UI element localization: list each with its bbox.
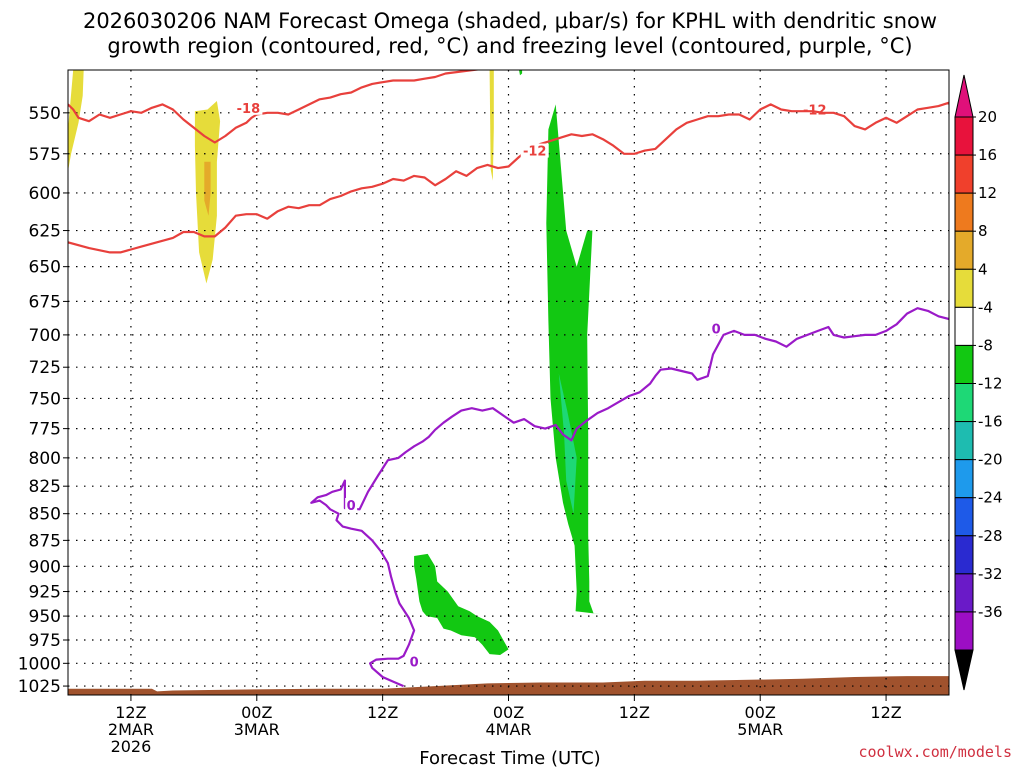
colorbar-label: 4	[978, 260, 988, 278]
colorbar-label: -12	[978, 375, 1003, 393]
y-tick-label: 825	[29, 477, 61, 497]
y-tick-label: 775	[29, 420, 61, 440]
pressure-axis: 550 575 600 625 650 675 700 725 750 775 800 825 850 8…	[18, 104, 68, 697]
omega-region-7	[414, 553, 509, 655]
dotted-grid	[68, 70, 949, 695]
x-tick-label: 3MAR	[234, 720, 280, 739]
omega-region-2	[204, 161, 211, 216]
x-tick-label: 00Z	[745, 703, 776, 722]
x-tick-label: 2MAR	[108, 720, 154, 739]
chart-title-line-2: growth region (contoured, red, °C) and f…	[107, 34, 912, 58]
colorbar-swatch	[954, 306, 974, 346]
x-tick-label: 12Z	[619, 703, 650, 722]
y-tick-label: 850	[29, 505, 61, 525]
colorbar-swatch	[954, 268, 974, 308]
y-tick-label: 600	[29, 184, 61, 204]
colorbar-swatch	[954, 116, 974, 156]
colorbar-swatch	[954, 344, 974, 384]
colorbar-label: -36	[978, 603, 1003, 621]
x-tick-label: 00Z	[241, 703, 272, 722]
colorbar-label: -4	[978, 298, 993, 316]
colorbar-bottom-arrow	[954, 649, 974, 691]
omega-shading	[68, 70, 601, 655]
colorbar-swatch	[954, 383, 974, 423]
colorbar-swatch	[954, 192, 974, 232]
colorbar-swatch	[954, 535, 974, 575]
contour-label-bg	[345, 497, 358, 512]
omega-region-3	[489, 70, 494, 181]
y-tick-label: 725	[29, 358, 61, 378]
x-tick-label: 12Z	[367, 703, 398, 722]
contour-label: -18	[237, 102, 261, 117]
y-tick-label: 950	[29, 607, 61, 627]
colorbar-swatch	[954, 230, 974, 270]
contour-label-bg	[234, 100, 263, 115]
contour-label-bg	[520, 143, 549, 158]
contour-line-2	[310, 307, 949, 688]
contour-label: 0	[347, 499, 356, 514]
colorbar: 20 16 12 8 4 -4 -8 -12 -16 -20 -24 -28 -32 -36	[954, 74, 1003, 691]
colorbar-label: -16	[978, 413, 1003, 431]
contour-label-bg	[408, 654, 421, 669]
colorbar-top-arrow	[954, 74, 974, 118]
chart-title-line-1: 2026030206 NAM Forecast Omega (shaded, μ…	[83, 9, 937, 33]
x-tick-label: 00Z	[493, 703, 524, 722]
y-tick-label: 1025	[18, 677, 61, 697]
contour-label: -12	[523, 145, 547, 160]
y-tick-label: 575	[29, 145, 61, 165]
contour-label-bg	[710, 321, 723, 336]
y-tick-label: 975	[29, 631, 61, 651]
colorbar-label: -32	[978, 565, 1003, 583]
omega-region-4	[519, 70, 523, 76]
x-tick-label: 4MAR	[485, 720, 531, 739]
colorbar-label: 20	[978, 108, 997, 126]
colorbar-label: 12	[978, 184, 997, 202]
x-tick-label: 12Z	[115, 703, 146, 722]
y-tick-label: 650	[29, 258, 61, 278]
x-tick-label: 12Z	[870, 703, 901, 722]
y-tick-label: 900	[29, 557, 61, 577]
colorbar-label: 16	[978, 146, 997, 164]
colorbar-label: 8	[978, 222, 988, 240]
contour-line-0	[68, 70, 483, 144]
colorbar-label: -8	[978, 336, 993, 354]
colorbar-swatch	[954, 459, 974, 499]
x-tick-label: 5MAR	[737, 720, 783, 739]
omega-region-6	[558, 373, 577, 514]
y-tick-label: 875	[29, 531, 61, 551]
y-tick-label: 625	[29, 222, 61, 242]
contour-label: 0	[410, 655, 419, 670]
y-tick-label: 800	[29, 449, 61, 469]
y-tick-label: 550	[29, 104, 61, 124]
x-axis-label: Forecast Time (UTC)	[419, 748, 600, 768]
colorbar-swatch	[954, 154, 974, 194]
y-tick-label: 675	[29, 292, 61, 312]
colorbar-swatch	[954, 611, 974, 651]
contour-label: 0	[712, 322, 721, 337]
colorbar-swatch	[954, 573, 974, 613]
omega-region-0	[68, 70, 84, 172]
x-tick-label: 2026	[111, 737, 152, 756]
y-tick-label: 700	[29, 326, 61, 346]
colorbar-label: -24	[978, 489, 1003, 507]
source-credit: coolwx.com/models	[858, 743, 1012, 761]
colorbar-label: -28	[978, 527, 1003, 545]
omega-region-5	[546, 104, 601, 615]
colorbar-swatch	[954, 497, 974, 537]
colorbar-swatch	[954, 421, 974, 461]
y-tick-label: 750	[29, 389, 61, 409]
colorbar-label: -20	[978, 451, 1003, 469]
y-tick-label: 1000	[18, 654, 61, 674]
y-tick-label: 925	[29, 583, 61, 603]
